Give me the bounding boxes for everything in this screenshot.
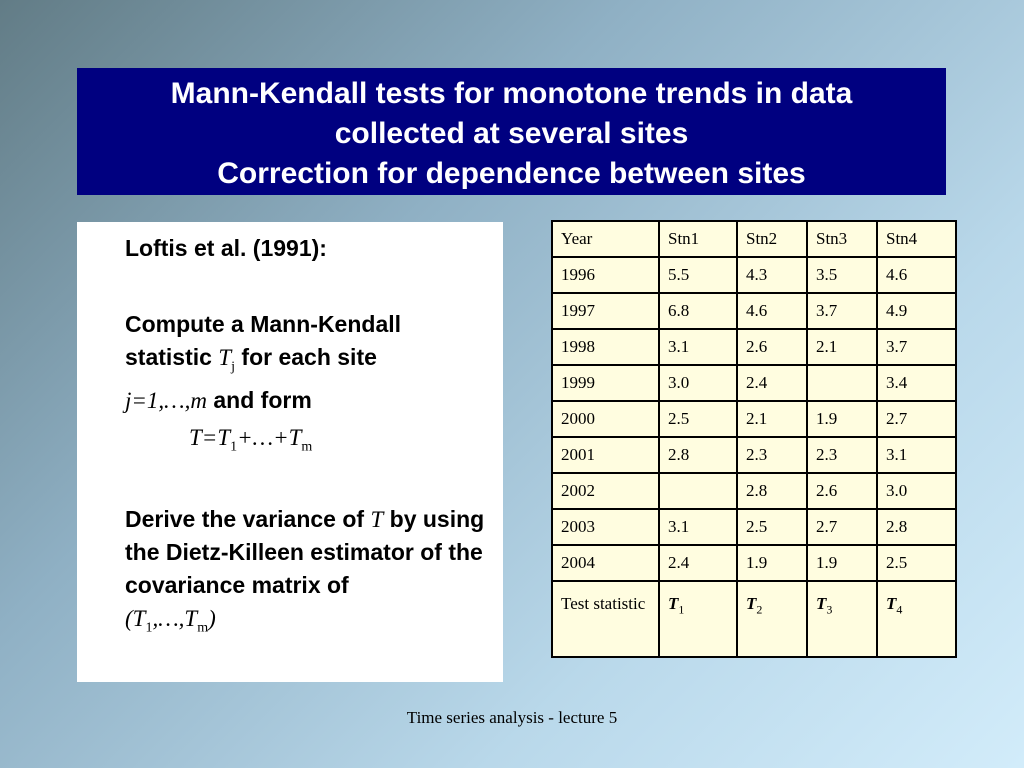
- table-row: 1997 6.8 4.6 3.7 4.9: [551, 292, 957, 330]
- table-cell: [806, 364, 878, 402]
- table-cell: 4.9: [876, 292, 957, 330]
- table-row: 1998 3.1 2.6 2.1 3.7: [551, 328, 957, 366]
- title-line-3: Correction for dependence between sites: [217, 157, 806, 190]
- table-row: 1999 3.0 2.4 3.4: [551, 364, 957, 402]
- table-cell: 2003: [551, 508, 660, 546]
- compute-paragraph: Compute a Mann-Kendall statistic Tj for …: [125, 308, 489, 417]
- header-cell: Stn4: [876, 220, 957, 258]
- table-cell: 3.4: [876, 364, 957, 402]
- header-cell: Stn2: [736, 220, 808, 258]
- table-cell: 1.9: [806, 544, 878, 582]
- slide-title: Mann-Kendall tests for monotone trends i…: [77, 68, 946, 195]
- table-cell: 3.1: [658, 508, 738, 546]
- station-data-table: Year Stn1 Stn2 Stn3 Stn4 1996 5.5 4.3 3.…: [551, 220, 957, 658]
- table-cell: 3.0: [876, 472, 957, 510]
- table-cell: 3.1: [658, 328, 738, 366]
- table-header-row: Year Stn1 Stn2 Stn3 Stn4: [551, 220, 957, 258]
- table-cell: 2.8: [876, 508, 957, 546]
- table-cell: 2004: [551, 544, 660, 582]
- table-cell: 1.9: [736, 544, 808, 582]
- test-statistic-cell: T4: [876, 580, 957, 658]
- header-cell: Stn3: [806, 220, 878, 258]
- table-row: 2004 2.4 1.9 1.9 2.5: [551, 544, 957, 582]
- test-statistic-cell: T1: [658, 580, 738, 658]
- header-cell: Year: [551, 220, 660, 258]
- table-cell: 2.5: [658, 400, 738, 438]
- table-cell: 2.4: [736, 364, 808, 402]
- table-cell: [658, 472, 738, 510]
- table-cell: 3.7: [876, 328, 957, 366]
- table-row: 1996 5.5 4.3 3.5 4.6: [551, 256, 957, 294]
- table-cell: 2.6: [806, 472, 878, 510]
- table-cell: 3.5: [806, 256, 878, 294]
- table-cell: 4.6: [736, 292, 808, 330]
- compute-prefix: Compute a Mann-Kendall statistic: [125, 311, 402, 370]
- test-statistic-row: Test statistic T1 T2 T3 T4: [551, 580, 957, 658]
- slide-footer: Time series analysis - lecture 5: [406, 708, 618, 727]
- derive-paragraph: Derive the variance of T by using the Di…: [125, 506, 485, 636]
- table-cell: 1996: [551, 256, 660, 294]
- compute-suffix: for each site: [235, 344, 377, 370]
- test-statistic-cell: T3: [806, 580, 878, 658]
- reference-text: Loftis et al. (1991):: [125, 235, 327, 261]
- table-cell: 6.8: [658, 292, 738, 330]
- table-cell: 2.8: [658, 436, 738, 474]
- table-cell: 1998: [551, 328, 660, 366]
- table-cell: 2.7: [806, 508, 878, 546]
- and-form-text: and form: [206, 386, 312, 413]
- table-cell: 1999: [551, 364, 660, 402]
- table-cell: 1.9: [806, 400, 878, 438]
- table-cell: 4.3: [736, 256, 808, 294]
- table-cell: 2.8: [736, 472, 808, 510]
- table-cell: 3.7: [806, 292, 878, 330]
- header-cell: Stn1: [658, 220, 738, 258]
- table-cell: 3.1: [876, 436, 957, 474]
- table-cell: 2.5: [736, 508, 808, 546]
- vector-notation: (T1,…,Tm): [125, 606, 216, 636]
- table-row: 2000 2.5 2.1 1.9 2.7: [551, 400, 957, 438]
- table-cell: 1997: [551, 292, 660, 330]
- title-line-1: Mann-Kendall tests for monotone trends i…: [170, 77, 853, 110]
- table-cell: 5.5: [658, 256, 738, 294]
- method-text-box: Loftis et al. (1991): Compute a Mann-Ken…: [77, 222, 503, 682]
- table-cell: 2.1: [806, 328, 878, 366]
- test-statistic-cell: T2: [736, 580, 808, 658]
- table-cell: 2.3: [806, 436, 878, 474]
- table-cell: 2.4: [658, 544, 738, 582]
- table-row: 2001 2.8 2.3 2.3 3.1: [551, 436, 957, 474]
- compute-var: Tj: [218, 345, 236, 375]
- table-cell: 2.6: [736, 328, 808, 366]
- table-cell: 2000: [551, 400, 660, 438]
- site-range: j=1,…,m: [125, 387, 207, 413]
- table-cell: 2.5: [876, 544, 957, 582]
- test-statistic-label: Test statistic: [551, 580, 660, 658]
- table-cell: 4.6: [876, 256, 957, 294]
- table-cell: 2002: [551, 472, 660, 510]
- table-cell: 2.3: [736, 436, 808, 474]
- table-cell: 3.0: [658, 364, 738, 402]
- table-cell: 2001: [551, 436, 660, 474]
- sum-formula: T=T1+…+Tm: [189, 424, 313, 455]
- table-row: 2002 2.8 2.6 3.0: [551, 472, 957, 510]
- title-line-2: collected at several sites: [334, 117, 689, 150]
- table-row: 2003 3.1 2.5 2.7 2.8: [551, 508, 957, 546]
- table-cell: 2.7: [876, 400, 957, 438]
- table-cell: 2.1: [736, 400, 808, 438]
